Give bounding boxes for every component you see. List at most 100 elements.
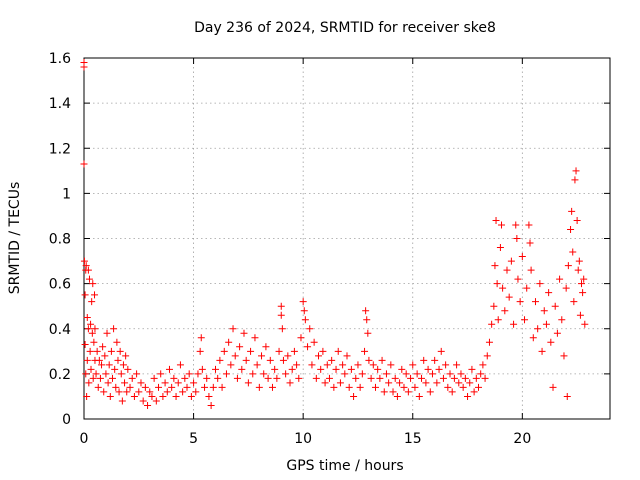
data-point [507, 257, 515, 265]
data-point [505, 293, 513, 301]
data-point [450, 374, 458, 382]
data-point [80, 160, 88, 168]
data-point [81, 341, 89, 349]
data-point [275, 347, 283, 355]
data-point [214, 374, 222, 382]
data-point [446, 370, 454, 378]
data-point [192, 388, 200, 396]
data-point [575, 257, 583, 265]
data-point [521, 316, 529, 324]
data-point [415, 392, 423, 400]
y-tick-label: 0.8 [49, 232, 71, 248]
data-point [332, 365, 340, 373]
data-point [488, 320, 496, 328]
data-point [144, 401, 152, 409]
data-point [444, 383, 452, 391]
data-point [300, 307, 308, 315]
data-point [207, 401, 215, 409]
data-point [514, 275, 522, 283]
data-point [573, 216, 581, 224]
data-point [86, 347, 94, 355]
data-point [88, 298, 96, 306]
data-point [216, 356, 224, 364]
data-point [448, 388, 456, 396]
data-point [455, 379, 463, 387]
data-point [547, 338, 555, 346]
data-point [358, 370, 366, 378]
data-point [579, 289, 587, 297]
data-point [364, 329, 372, 337]
data-point [247, 347, 255, 355]
data-point [560, 352, 568, 360]
data-point [295, 374, 303, 382]
data-point [227, 361, 235, 369]
data-point [157, 370, 165, 378]
data-point [103, 329, 111, 337]
data-point [562, 284, 570, 292]
data-point [498, 221, 506, 229]
data-point [179, 388, 187, 396]
data-point [282, 370, 290, 378]
data-point [354, 361, 362, 369]
data-point [119, 361, 127, 369]
data-point [251, 334, 259, 342]
x-tick-label: 15 [404, 431, 422, 447]
data-point [581, 320, 589, 328]
data-points [80, 59, 589, 409]
data-point [205, 392, 213, 400]
data-point [424, 365, 432, 373]
data-point [201, 383, 209, 391]
data-point [468, 365, 476, 373]
data-point [389, 388, 397, 396]
data-point [197, 334, 205, 342]
data-point [130, 392, 138, 400]
data-point [121, 379, 129, 387]
data-point [407, 374, 415, 382]
y-tick-label: 0.2 [49, 367, 71, 383]
data-point [442, 361, 450, 369]
chart-title: Day 236 of 2024, SRMTID for receiver ske… [194, 20, 496, 36]
data-point [545, 289, 553, 297]
data-point [513, 235, 521, 242]
data-point [288, 365, 296, 373]
data-point [481, 374, 489, 382]
data-point [150, 374, 158, 382]
data-point [308, 361, 316, 369]
data-point [168, 383, 176, 391]
y-tick-label: 0.6 [49, 277, 71, 293]
data-point [152, 397, 160, 405]
data-point [87, 320, 95, 328]
data-point [453, 361, 461, 369]
data-point [574, 266, 582, 274]
data-point [527, 266, 535, 274]
data-point [260, 370, 268, 378]
x-tick-label: 20 [513, 431, 531, 447]
data-point [363, 316, 371, 324]
data-point [457, 370, 465, 378]
data-point [290, 347, 298, 355]
data-point [115, 388, 123, 396]
data-point [264, 374, 272, 382]
data-point [84, 325, 92, 333]
data-point [101, 352, 109, 360]
data-point [529, 334, 537, 342]
gridlines [84, 58, 610, 419]
data-point [362, 307, 370, 315]
data-point [98, 361, 106, 369]
data-point [83, 356, 91, 364]
data-point [249, 370, 257, 378]
data-point [393, 392, 401, 400]
data-point [123, 388, 131, 396]
data-point [477, 370, 485, 378]
data-point [225, 338, 233, 346]
data-point [135, 388, 143, 396]
data-point [501, 307, 509, 315]
data-point [516, 298, 524, 306]
data-point [155, 383, 163, 391]
data-point [87, 365, 95, 373]
data-point [431, 356, 439, 364]
data-point [81, 291, 89, 299]
data-point [95, 356, 103, 364]
